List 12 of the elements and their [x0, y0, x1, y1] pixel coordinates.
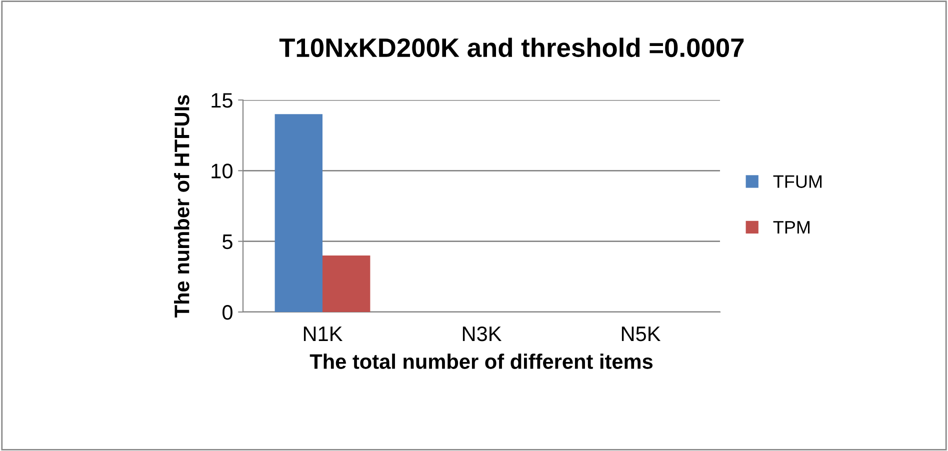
y-tick-label: 15	[212, 93, 232, 108]
legend-label: TPM	[773, 221, 810, 234]
y-tick-label: 5	[222, 234, 232, 250]
chart-title: T10NxKD200K and threshold =0.0007	[279, 38, 744, 58]
x-tick-label: N5K	[622, 326, 661, 342]
x-axis-title: The total number of different items	[310, 354, 653, 369]
x-tick-label: N1K	[304, 326, 343, 341]
y-tick-label: 0	[222, 305, 232, 320]
legend-label: TFUM	[773, 175, 822, 188]
y-axis-title: The number of HTFUIs	[174, 95, 190, 318]
y-tick-label: 10	[212, 164, 232, 178]
x-tick-label: N3K	[462, 326, 502, 342]
